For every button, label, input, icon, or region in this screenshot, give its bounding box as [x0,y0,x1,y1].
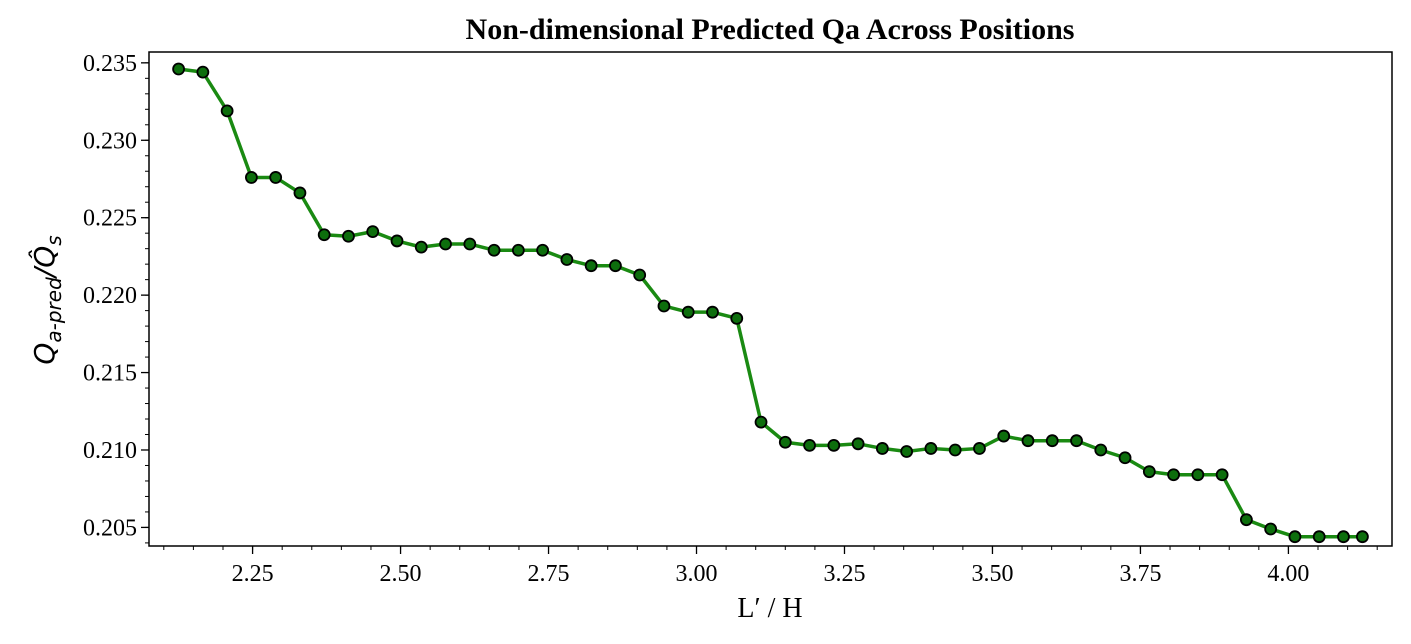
y-axis-label-main: Q [28,343,61,365]
x-tick-label: 3.00 [676,561,718,587]
data-point [681,305,695,319]
y-axis-label: Qa-pred/Q̂s [28,235,66,364]
axis-ticks: 2.25 2.50 2.75 3.00 3.25 3.50 3.75 4.00 0.205 0.2… [83,51,1378,587]
data-point [584,259,598,273]
y-tick-label: 0.205 [83,515,137,541]
y-tick-label: 0.230 [83,128,137,154]
data-point [1045,434,1059,448]
y-tick-label: 0.220 [83,283,137,309]
x-tick-label: 4.00 [1267,561,1309,587]
data-point [997,429,1011,443]
data-point [1070,434,1083,448]
data-point [1312,530,1326,544]
data-point [657,299,671,313]
series-group [172,62,1369,544]
data-point [1118,451,1132,465]
data-point [172,62,185,76]
data-point [366,225,380,239]
x-tick-label: 3.50 [971,561,1013,587]
data-point [244,171,258,184]
chart-title: Non-dimensional Predicted Qa Across Posi… [466,13,1075,46]
data-point [342,229,355,243]
data-point [414,240,428,254]
data-point [973,442,986,455]
data-point [1239,513,1253,527]
data-point [609,259,622,273]
data-point [1191,468,1205,482]
data-point [536,243,550,257]
series-line [178,67,1363,539]
data-point [269,171,283,184]
data-point [900,445,914,458]
y-tick-label: 0.215 [83,361,137,387]
x-tick-label: 3.75 [1119,561,1161,587]
y-tick-label: 0.225 [83,206,137,232]
data-point [196,65,210,79]
data-point [463,237,477,251]
data-point [948,443,962,457]
y-axis-label-separator: / [28,265,61,280]
data-point [1021,434,1035,448]
data-point [293,186,307,200]
x-axis-label: L′ / H [737,593,802,624]
data-point [827,438,841,452]
data-point [560,253,574,266]
data-point [439,237,452,251]
data-point [390,234,404,248]
data-point [875,442,889,455]
data-point [706,305,719,319]
svg-text:Qa-pred/Q̂s: Qa-pred/Q̂s [28,235,66,364]
x-tick-label: 2.75 [528,561,570,587]
y-tick-label: 0.210 [83,438,137,464]
data-point [511,243,525,257]
data-point [1288,530,1302,544]
data-point [1356,530,1369,544]
data-point [633,268,647,282]
data-point [778,435,792,449]
data-point [1094,443,1108,457]
y-tick-label: 0.235 [83,51,137,77]
y-axis-label-denominator-subscript: s [42,235,66,245]
data-point [317,228,331,242]
plot-area-frame [148,51,1393,547]
y-axis-label-subscript: a-pred [42,277,66,343]
x-tick-label: 2.25 [232,561,274,587]
data-point [803,438,816,452]
data-point [1264,522,1278,536]
x-tick-label: 2.50 [380,561,422,587]
data-point [924,442,938,455]
data-point [1337,530,1350,544]
x-tick-label: 3.25 [823,561,865,587]
data-point [1167,468,1180,482]
data-point [730,311,744,325]
data-point [487,243,501,257]
data-point [1142,465,1156,479]
data-point [754,415,768,429]
data-point [220,104,234,118]
data-point [1215,468,1229,482]
data-point [851,437,865,451]
y-axis-label-denominator: Q̂ [28,246,61,268]
